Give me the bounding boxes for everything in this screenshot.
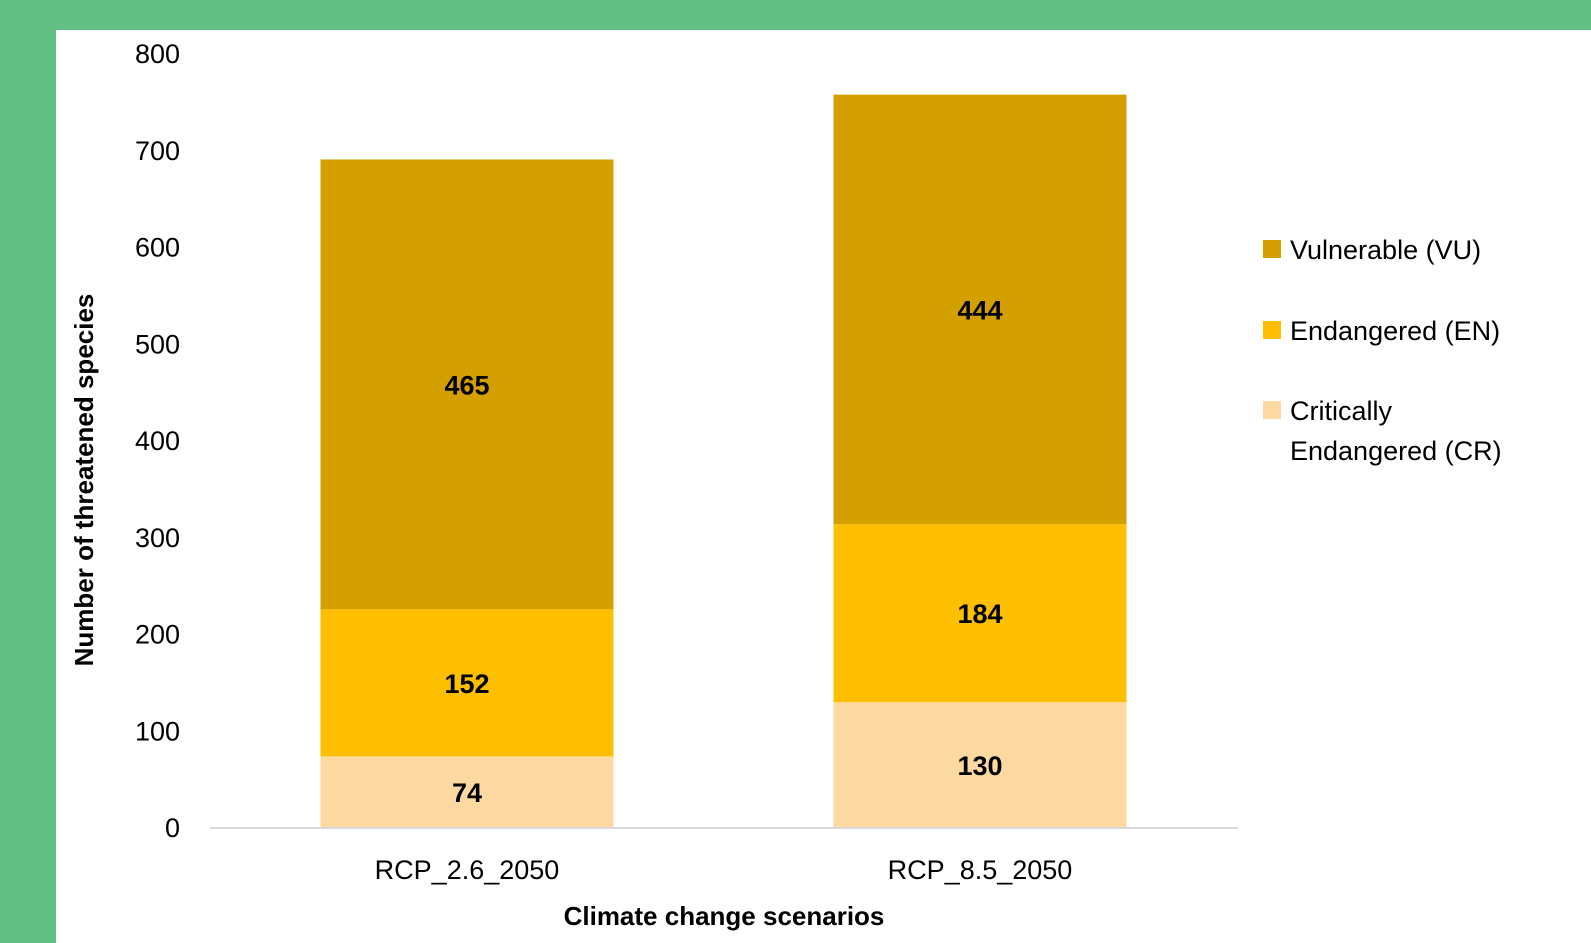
y-axis-title: Number of threatened species (69, 294, 99, 667)
data-labels-layer: 74 152 465 130 184 444 (444, 295, 1002, 808)
y-tick-label: 700 (135, 136, 180, 166)
legend-label: Vulnerable (VU) (1290, 235, 1481, 265)
legend-item-critically-endangered-cr: Critically Endangered (CR) (1263, 396, 1502, 466)
bar-rcp-2-6-2050-endangered-en (320, 609, 614, 757)
data-label-rcp-8-5-2050-endangered-en: 184 (957, 599, 1002, 629)
legend-swatch (1263, 401, 1281, 419)
legend-label: Endangered (EN) (1290, 316, 1500, 346)
y-tick-label: 200 (135, 620, 180, 650)
data-label-rcp-2-6-2050-critically-endangered-cr: 74 (452, 778, 482, 808)
x-axis-title: Climate change scenarios (564, 901, 885, 931)
y-tick-labels: 0 100 200 300 400 500 600 700 800 (135, 39, 180, 843)
bar-rcp-8-5-2050-endangered-en (833, 524, 1127, 703)
data-label-rcp-2-6-2050-endangered-en: 152 (444, 669, 489, 699)
y-tick-label: 400 (135, 426, 180, 456)
data-label-rcp-8-5-2050-critically-endangered-cr: 130 (957, 751, 1002, 781)
data-label-rcp-2-6-2050-vulnerable-vu: 465 (444, 370, 489, 400)
bar-rcp-2-6-2050-vulnerable-vu (320, 159, 614, 610)
y-tick-label: 0 (165, 813, 180, 843)
y-tick-label: 500 (135, 329, 180, 359)
bar-rcp-8-5-2050-critically-endangered-cr (833, 702, 1127, 828)
legend-swatch (1263, 240, 1281, 258)
bars-layer (320, 94, 1127, 828)
legend-label: Critically Endangered (CR) (1290, 396, 1502, 466)
x-tick-label: RCP_8.5_2050 (888, 855, 1073, 885)
bar-rcp-2-6-2050-critically-endangered-cr (320, 756, 614, 828)
y-tick-label: 100 (135, 716, 180, 746)
x-tick-labels: RCP_2.6_2050 RCP_8.5_2050 (375, 855, 1073, 885)
chart-panel (56, 30, 1591, 943)
y-tick-label: 600 (135, 233, 180, 263)
data-label-rcp-8-5-2050-vulnerable-vu: 444 (957, 295, 1002, 325)
legend-item-vulnerable-vu: Vulnerable (VU) (1263, 235, 1481, 265)
legend-item-endangered-en: Endangered (EN) (1263, 316, 1500, 346)
bar-rcp-8-5-2050-vulnerable-vu (833, 94, 1127, 525)
y-tick-label: 800 (135, 39, 180, 69)
legend-swatch (1263, 321, 1281, 339)
x-tick-label: RCP_2.6_2050 (375, 855, 560, 885)
y-tick-label: 300 (135, 523, 180, 553)
legend: Vulnerable (VU) Endangered (EN) Critically… (1263, 235, 1502, 466)
